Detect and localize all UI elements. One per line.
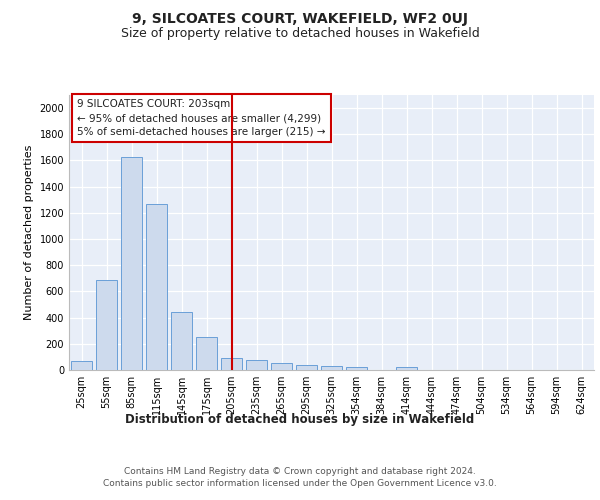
Bar: [196, 338, 217, 370]
Bar: [221, 358, 242, 370]
Text: 9 SILCOATES COURT: 203sqm
← 95% of detached houses are smaller (4,299)
5% of sem: 9 SILCOATES COURT: 203sqm ← 95% of detac…: [77, 99, 325, 137]
Bar: [396, 368, 417, 370]
Bar: [146, 204, 167, 370]
Text: Distribution of detached houses by size in Wakefield: Distribution of detached houses by size …: [125, 412, 475, 426]
Text: 9, SILCOATES COURT, WAKEFIELD, WF2 0UJ: 9, SILCOATES COURT, WAKEFIELD, WF2 0UJ: [132, 12, 468, 26]
Bar: [171, 312, 192, 370]
Text: Contains HM Land Registry data © Crown copyright and database right 2024.
Contai: Contains HM Land Registry data © Crown c…: [103, 468, 497, 488]
Bar: [296, 366, 317, 370]
Bar: [96, 280, 117, 370]
Bar: [121, 156, 142, 370]
Y-axis label: Number of detached properties: Number of detached properties: [24, 145, 34, 320]
Bar: [246, 360, 267, 370]
Bar: [346, 368, 367, 370]
Bar: [321, 366, 342, 370]
Bar: [271, 364, 292, 370]
Text: Size of property relative to detached houses in Wakefield: Size of property relative to detached ho…: [121, 28, 479, 40]
Bar: [71, 361, 92, 370]
